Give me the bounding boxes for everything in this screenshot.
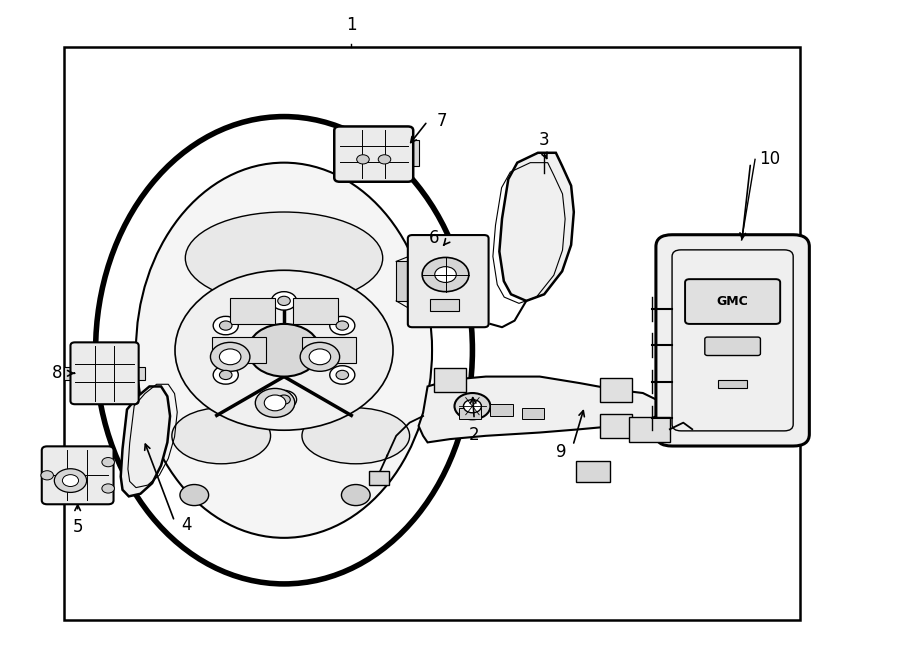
Ellipse shape (172, 408, 271, 464)
Circle shape (220, 349, 241, 365)
Circle shape (62, 475, 78, 486)
FancyBboxPatch shape (408, 235, 489, 327)
Circle shape (211, 342, 250, 371)
Bar (134, 367, 145, 380)
Circle shape (265, 395, 286, 410)
FancyBboxPatch shape (685, 279, 780, 324)
Text: 9: 9 (556, 444, 567, 461)
Circle shape (435, 266, 456, 282)
Ellipse shape (95, 116, 472, 584)
Circle shape (102, 457, 114, 467)
Circle shape (272, 292, 297, 310)
Circle shape (301, 342, 339, 371)
Bar (459, 408, 482, 419)
Bar (522, 408, 544, 419)
Bar (64, 48, 800, 620)
Circle shape (329, 366, 355, 384)
Circle shape (356, 155, 369, 164)
Bar (408, 139, 418, 166)
Circle shape (341, 485, 370, 506)
Circle shape (220, 370, 232, 379)
Text: 1: 1 (346, 17, 356, 34)
Circle shape (213, 366, 238, 384)
Bar (599, 414, 632, 438)
Text: 4: 4 (181, 516, 192, 533)
Bar (369, 471, 389, 485)
Circle shape (278, 296, 291, 305)
Circle shape (278, 395, 291, 405)
Polygon shape (121, 387, 170, 496)
FancyBboxPatch shape (70, 342, 139, 405)
Text: GMC: GMC (716, 295, 749, 308)
Ellipse shape (302, 408, 410, 464)
FancyBboxPatch shape (41, 446, 113, 504)
Circle shape (220, 321, 232, 330)
Bar (302, 337, 356, 364)
Bar (293, 297, 338, 324)
Bar (64, 367, 75, 380)
Circle shape (309, 349, 330, 365)
FancyBboxPatch shape (656, 235, 809, 446)
Text: 6: 6 (428, 229, 439, 247)
Bar (491, 405, 513, 416)
Circle shape (40, 471, 53, 480)
Ellipse shape (136, 163, 432, 538)
Bar (230, 297, 275, 324)
Circle shape (336, 321, 348, 330)
Bar (430, 299, 459, 311)
FancyBboxPatch shape (334, 126, 413, 182)
Text: 7: 7 (436, 112, 447, 130)
Text: 2: 2 (469, 426, 480, 444)
Bar (599, 378, 632, 402)
Circle shape (454, 393, 490, 419)
Circle shape (336, 370, 348, 379)
Text: 8: 8 (52, 364, 62, 382)
Circle shape (180, 485, 209, 506)
Text: 5: 5 (72, 518, 83, 536)
FancyBboxPatch shape (705, 337, 760, 356)
Circle shape (213, 317, 238, 334)
Bar (629, 417, 670, 442)
Circle shape (54, 469, 86, 492)
Bar (212, 337, 266, 364)
Polygon shape (500, 153, 574, 301)
Polygon shape (418, 377, 656, 442)
Circle shape (102, 484, 114, 493)
Text: 3: 3 (539, 132, 550, 149)
Bar (434, 368, 466, 392)
Circle shape (329, 317, 355, 334)
Circle shape (248, 324, 320, 377)
Ellipse shape (185, 212, 382, 304)
Circle shape (256, 389, 295, 417)
Circle shape (422, 257, 469, 292)
Circle shape (175, 270, 393, 430)
Circle shape (272, 391, 297, 408)
Text: 10: 10 (760, 150, 780, 169)
Bar (718, 380, 747, 388)
Circle shape (464, 400, 482, 412)
Bar (396, 261, 414, 301)
Circle shape (378, 155, 391, 164)
Bar (576, 461, 609, 482)
